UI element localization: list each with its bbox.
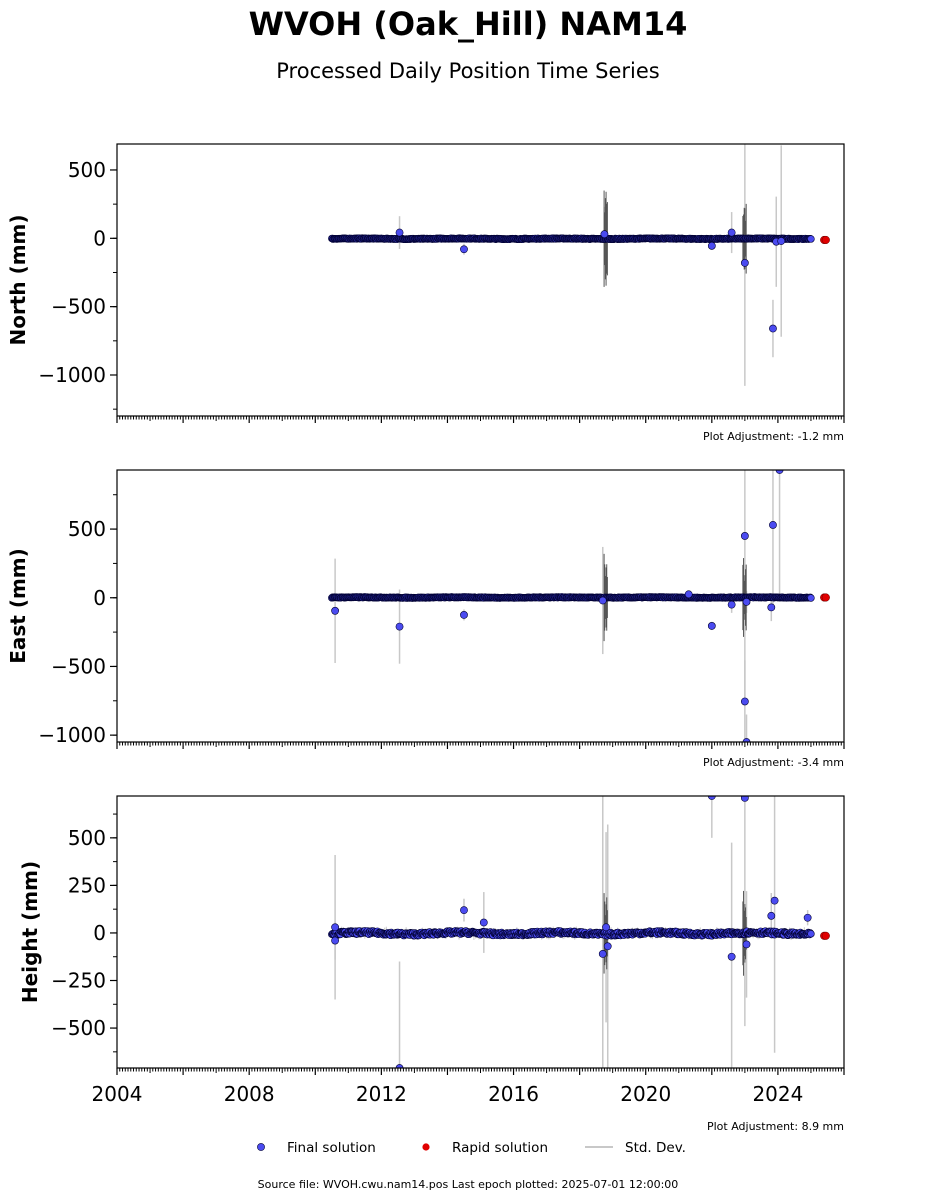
final-solution-point — [770, 896, 779, 905]
final-solution-point — [684, 590, 693, 599]
legend-rapid-marker — [422, 1143, 430, 1151]
final-solution-point — [740, 259, 749, 267]
final-solution-point — [740, 697, 749, 706]
source-footer: Source file: WVOH.cwu.nam14.pos Last epo… — [258, 1178, 679, 1191]
plot-adjustment-note: Plot Adjustment: 8.9 mm — [707, 1120, 844, 1133]
final-solution-point — [807, 594, 815, 602]
final-solution-point — [775, 470, 784, 474]
x-tick-label: 2008 — [224, 1082, 275, 1106]
final-solution-point — [479, 918, 488, 927]
legend: Final solution Rapid solution Std. Dev. — [257, 1140, 686, 1156]
final-solution-point — [603, 942, 612, 951]
page-subtitle: Processed Daily Position Time Series — [276, 59, 660, 83]
y-tick-label: −1000 — [38, 363, 106, 387]
plot-frame — [116, 143, 845, 417]
final-solution-point — [727, 228, 736, 237]
final-solution-point — [740, 532, 749, 540]
y-tick-label: 0 — [93, 586, 106, 610]
final-solution-point — [767, 603, 776, 612]
rapid-solution-point — [821, 593, 830, 602]
final-solution-point — [395, 228, 404, 237]
final-solution-point — [331, 923, 339, 932]
plot-adjustment-note: Plot Adjustment: -1.2 mm — [703, 430, 844, 443]
plot-area — [328, 796, 830, 1068]
final-solution-point — [727, 600, 736, 609]
final-solution-point — [460, 245, 468, 254]
x-tick-label: 2016 — [488, 1082, 539, 1106]
final-solution-point — [331, 606, 339, 615]
final-solution-point — [807, 930, 815, 938]
final-solution-point — [707, 622, 716, 630]
y-tick-label: −1000 — [38, 723, 106, 747]
final-solution-point — [707, 241, 716, 250]
y-tick-label: 500 — [68, 826, 106, 850]
y-tick-label: 250 — [68, 873, 106, 897]
legend-final-marker — [257, 1143, 265, 1151]
legend-final-label: Final solution — [287, 1140, 376, 1156]
final-solution-point — [727, 952, 736, 961]
y-tick-label: 500 — [68, 158, 106, 182]
legend-std-label: Std. Dev. — [625, 1140, 686, 1156]
x-tick-label: 2024 — [752, 1082, 803, 1106]
legend-rapid-label: Rapid solution — [452, 1140, 548, 1156]
final-solution-point — [395, 1064, 404, 1068]
y-axis-label: East (mm) — [6, 548, 30, 664]
north-panel: 500 0 −500 −1000 North (mm) Plot Adjustment: … — [6, 143, 845, 443]
final-solution-point — [767, 911, 776, 920]
final-solution-point — [742, 940, 751, 949]
final-solution-point — [460, 906, 468, 915]
rapid-solution-point — [821, 235, 830, 245]
final-solution-point — [742, 597, 751, 606]
final-solution-point — [777, 237, 786, 245]
final-solution-point — [331, 936, 339, 945]
page-title: WVOH (Oak_Hill) NAM14 — [249, 5, 688, 43]
final-solution-point — [740, 796, 749, 802]
plot-area — [328, 470, 830, 742]
final-solution-point — [598, 596, 607, 605]
final-solution-point — [598, 949, 607, 958]
y-tick-label: 0 — [93, 226, 106, 250]
x-tick-label: 2012 — [356, 1082, 407, 1106]
plot-adjustment-note: Plot Adjustment: -3.4 mm — [703, 756, 844, 769]
final-solution-point — [807, 235, 815, 243]
y-tick-label: −250 — [51, 969, 106, 993]
final-solution-point — [600, 230, 609, 239]
final-solution-point — [742, 738, 751, 742]
y-tick-label: −500 — [51, 295, 106, 319]
east-panel: 500 0 −500 −1000 East (mm) Plot Adjustment: -… — [6, 469, 845, 769]
x-tick-label: 2020 — [620, 1082, 671, 1106]
y-tick-label: 500 — [68, 517, 106, 541]
final-solution-point — [602, 923, 610, 932]
y-tick-label: −500 — [51, 1016, 106, 1040]
y-axis-label: North (mm) — [6, 214, 30, 345]
height-panel: 500 250 0 −250 −500 2004 2008 2012 2016 2020 2024 H… — [18, 795, 845, 1133]
plot-area — [328, 144, 830, 386]
y-tick-label: 0 — [93, 921, 106, 945]
rapid-solution-point — [821, 931, 830, 940]
final-solution-point — [769, 324, 777, 333]
final-solution-point — [769, 521, 777, 529]
y-tick-label: −500 — [51, 654, 106, 678]
final-solution-point — [460, 611, 468, 619]
final-solution-point — [803, 913, 812, 922]
y-axis-label: Height (mm) — [18, 861, 42, 1003]
x-tick-label: 2004 — [92, 1082, 143, 1106]
final-solution-point — [395, 622, 404, 631]
